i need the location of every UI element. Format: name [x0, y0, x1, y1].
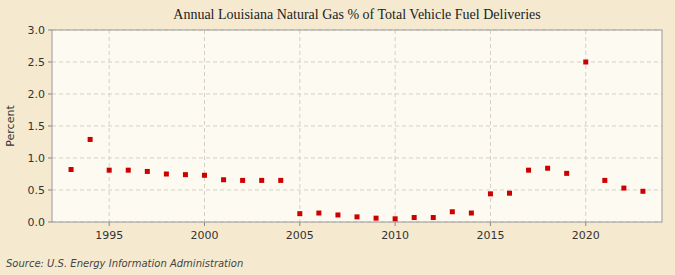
point	[240, 178, 245, 183]
tick-label: 1.0	[28, 152, 46, 165]
point	[355, 214, 360, 219]
tick-mark	[204, 222, 205, 226]
point	[640, 189, 645, 194]
point	[450, 209, 455, 214]
tick-label: 2.0	[28, 88, 46, 101]
point	[488, 191, 493, 196]
tick-label: 3.0	[28, 24, 46, 37]
tick-mark	[299, 222, 300, 226]
chart: 0.0 0.5 1.0 1.5 2.0 2.5 3.0 1995 2000 2005 2010 201…	[0, 0, 675, 275]
point	[393, 216, 398, 221]
title: Annual Louisiana Natural Gas % of Total …	[173, 7, 540, 22]
point	[126, 168, 131, 173]
tick-mark	[48, 158, 52, 159]
point	[88, 137, 93, 142]
grid-line	[109, 30, 110, 222]
tick-label: 1.5	[28, 120, 46, 133]
point	[107, 168, 112, 173]
grid	[52, 30, 662, 222]
point	[431, 215, 436, 220]
point	[69, 167, 74, 172]
point	[621, 186, 626, 191]
tick-label: 2.5	[28, 56, 46, 69]
tick-mark	[48, 190, 52, 191]
plot-background	[52, 30, 662, 222]
point	[316, 211, 321, 216]
grid-line	[299, 30, 300, 222]
grid-line	[52, 158, 662, 159]
plot-frame	[52, 30, 662, 222]
point	[183, 172, 188, 177]
axis-label: Percent	[4, 105, 17, 147]
point	[602, 178, 607, 183]
point	[259, 178, 264, 183]
grid-line	[52, 126, 662, 127]
tick-mark	[48, 126, 52, 127]
grid-line	[52, 94, 662, 95]
tick-label: 0.0	[28, 216, 46, 229]
point	[202, 173, 207, 178]
tick-mark	[48, 30, 52, 31]
tick-label: 2000	[191, 229, 219, 242]
tick-mark	[48, 94, 52, 95]
grid-line	[585, 30, 586, 222]
tick-label: 2020	[572, 229, 600, 242]
tick-mark	[585, 222, 586, 226]
tick-label: 2005	[286, 229, 314, 242]
tick-label: 2010	[381, 229, 409, 242]
background	[0, 0, 675, 275]
axes: 0.0 0.5 1.0 1.5 2.0 2.5 3.0 1995 2000 2005 2010 201…	[28, 24, 663, 242]
point	[545, 166, 550, 171]
point	[164, 172, 169, 177]
tick-mark	[395, 222, 396, 226]
point	[526, 168, 531, 173]
point	[221, 177, 226, 182]
tick-label: 2015	[476, 229, 504, 242]
point	[297, 211, 302, 216]
tick-label: 0.5	[28, 184, 46, 197]
point	[583, 60, 588, 65]
tick-mark	[490, 222, 491, 226]
grid-line	[52, 62, 662, 63]
point	[564, 171, 569, 176]
point	[469, 211, 474, 216]
point	[412, 215, 417, 220]
tick-mark	[48, 222, 52, 223]
point	[335, 212, 340, 217]
point	[374, 216, 379, 221]
point	[145, 169, 150, 174]
tick-mark	[48, 62, 52, 63]
point	[278, 178, 283, 183]
grid-line	[395, 30, 396, 222]
annotation: Source: U.S. Energy Information Administ…	[6, 258, 243, 269]
grid-line	[52, 190, 662, 191]
tick-label: 1995	[95, 229, 123, 242]
points	[69, 60, 646, 222]
point	[507, 191, 512, 196]
tick-mark	[109, 222, 110, 226]
grid-line	[204, 30, 205, 222]
